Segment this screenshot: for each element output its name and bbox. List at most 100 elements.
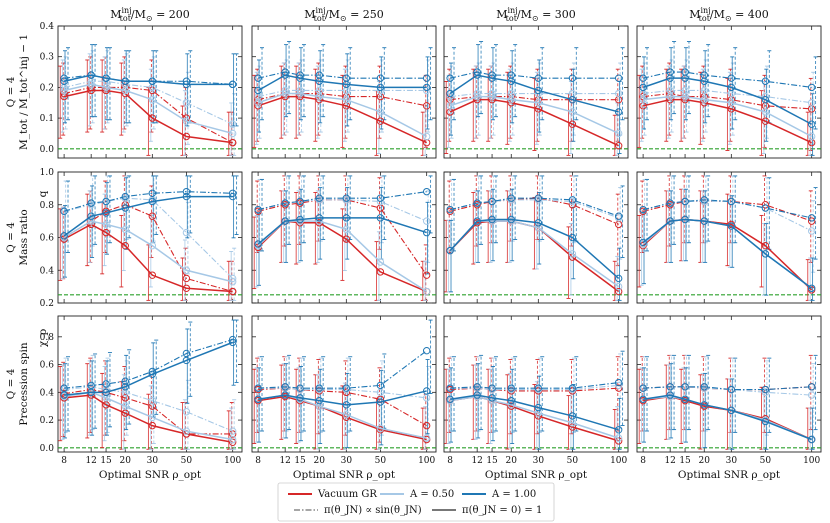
data-point bbox=[296, 215, 304, 224]
data-point bbox=[254, 384, 262, 392]
data-point bbox=[507, 396, 515, 405]
data-point bbox=[422, 228, 431, 237]
data-point bbox=[182, 192, 191, 201]
data-point bbox=[121, 409, 129, 417]
data-point bbox=[446, 395, 454, 403]
y-tick-label: 0.0 bbox=[40, 145, 55, 155]
data-point bbox=[614, 142, 623, 150]
data-point bbox=[182, 266, 191, 274]
data-point bbox=[681, 395, 689, 403]
data-point bbox=[700, 71, 708, 79]
data-point bbox=[228, 287, 237, 296]
data-point bbox=[121, 377, 129, 385]
data-point bbox=[342, 214, 351, 222]
series-line-a05-d bbox=[63, 197, 234, 279]
data-point bbox=[182, 187, 191, 196]
data-point bbox=[148, 241, 157, 250]
data-point bbox=[281, 217, 289, 225]
data-point bbox=[182, 117, 191, 125]
data-point bbox=[534, 99, 543, 107]
data-point bbox=[60, 74, 68, 82]
data-point bbox=[807, 120, 816, 128]
data-point bbox=[376, 258, 385, 266]
x-tick-label: 50 bbox=[375, 456, 387, 466]
y-tick-label: 0.8 bbox=[40, 201, 55, 211]
data-point bbox=[807, 214, 816, 222]
series-line-a10-d bbox=[64, 74, 233, 85]
data-point bbox=[534, 86, 543, 95]
x-tick-label: 12 bbox=[471, 456, 482, 466]
data-point bbox=[568, 74, 577, 82]
y-tick-label: 0.8 bbox=[40, 333, 55, 343]
data-point bbox=[807, 217, 816, 225]
data-point bbox=[121, 241, 129, 250]
column-title-1: Minj tot/M⊙ = 250 bbox=[304, 6, 384, 23]
data-point bbox=[121, 77, 129, 85]
data-point bbox=[727, 222, 736, 230]
y-tick-label: 0.1 bbox=[40, 114, 54, 124]
series-line-a10-d bbox=[257, 71, 427, 79]
series-line-a10-d bbox=[643, 386, 812, 391]
data-point bbox=[422, 83, 431, 92]
data-point bbox=[727, 83, 736, 92]
data-point bbox=[254, 240, 262, 248]
panel-r0-c2 bbox=[443, 25, 629, 159]
data-point bbox=[182, 349, 191, 358]
column-title-0: Minj tot/M⊙ = 200 bbox=[110, 6, 190, 23]
data-point bbox=[761, 117, 770, 125]
data-point bbox=[761, 385, 770, 394]
data-point bbox=[182, 427, 191, 435]
data-point bbox=[281, 391, 289, 399]
data-point bbox=[148, 212, 157, 220]
row-label-quantity-1: Mass ratio bbox=[18, 209, 30, 265]
data-point bbox=[614, 74, 623, 82]
panel-frame bbox=[57, 25, 243, 159]
x-tick-label: 100 bbox=[803, 456, 820, 466]
data-point bbox=[807, 105, 816, 113]
y-tick-label: 0.6 bbox=[40, 361, 55, 371]
panel-r2-c0: 0.0 0.2 0.4 0.6 0.8 8 12 15 20 30 50 100 bbox=[40, 315, 243, 466]
series-line-a05-d bbox=[643, 89, 812, 104]
data-point bbox=[228, 335, 237, 344]
series-line-a10-s bbox=[64, 341, 233, 396]
data-point bbox=[315, 194, 323, 202]
data-point bbox=[807, 99, 816, 107]
data-point bbox=[761, 250, 770, 258]
data-point bbox=[446, 89, 454, 98]
data-point bbox=[228, 427, 237, 435]
data-point bbox=[148, 95, 157, 104]
series-line-a10-d bbox=[450, 382, 619, 389]
data-point bbox=[568, 419, 577, 427]
data-point bbox=[296, 197, 304, 206]
series-line-a05-s bbox=[449, 395, 619, 439]
data-point bbox=[666, 68, 674, 76]
data-point bbox=[376, 214, 385, 222]
data-point bbox=[614, 212, 623, 220]
data-point bbox=[807, 391, 816, 399]
data-point bbox=[102, 209, 110, 217]
data-point bbox=[102, 197, 110, 206]
data-point bbox=[182, 274, 191, 283]
data-point bbox=[376, 194, 385, 202]
data-point bbox=[422, 434, 431, 442]
data-point bbox=[681, 68, 689, 76]
panel-frame bbox=[636, 315, 822, 453]
data-point bbox=[422, 217, 431, 225]
series-line-a10-s bbox=[257, 217, 427, 245]
series-line-a10-s bbox=[642, 77, 813, 125]
row-label-symbol-2: χ_p bbox=[37, 329, 49, 348]
data-point bbox=[422, 394, 431, 402]
data-point bbox=[488, 92, 496, 101]
data-point bbox=[121, 225, 129, 234]
y-tick-label: 1.0 bbox=[40, 168, 55, 178]
data-point bbox=[639, 395, 647, 403]
series-line-a10-s bbox=[642, 394, 812, 441]
series-line-a10-d bbox=[642, 71, 812, 88]
data-point bbox=[102, 74, 110, 82]
data-point bbox=[281, 383, 289, 391]
series-line-a10-s bbox=[449, 394, 619, 431]
data-point bbox=[666, 217, 674, 225]
data-point bbox=[422, 74, 431, 82]
x-tick-label: 15 bbox=[486, 456, 498, 466]
data-point bbox=[534, 74, 543, 82]
